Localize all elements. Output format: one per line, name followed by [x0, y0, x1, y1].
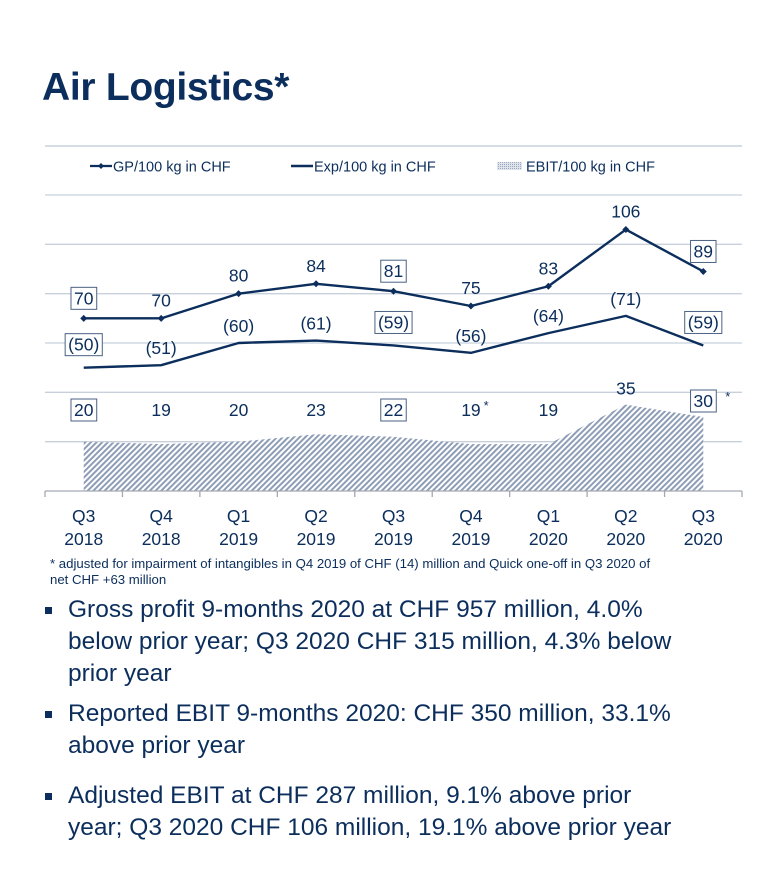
x-axis: Q3 2018 Q4 2018 Q1 2019 Q2 2019 Q3 2019 Q4 2019 Q1 20… [44, 490, 743, 549]
bullet-square-icon [45, 793, 52, 800]
x-tick-label-quarter: Q4 [459, 506, 483, 526]
x-tick-label-year: 2018 [142, 529, 181, 549]
data-label: 75 [461, 278, 480, 298]
x-tick-label-quarter: Q1 [227, 506, 250, 526]
data-label: 19 [151, 400, 170, 420]
bullet-line: below prior year; Q3 2020 CHF 315 millio… [68, 628, 672, 655]
data-label: 70 [74, 288, 94, 308]
x-tick-label-quarter: Q3 [72, 506, 95, 526]
x-tick-label-year: 2018 [64, 529, 103, 549]
gp-point-marker [312, 280, 320, 288]
bullet-reported-ebit: Reported EBIT 9-months 2020: CHF 350 mil… [42, 698, 742, 762]
data-label: 106 [611, 202, 640, 222]
bullet-adjusted-ebit: Adjusted EBIT at CHF 287 million, 9.1% a… [42, 780, 742, 844]
x-tick-label-year: 2019 [451, 529, 490, 549]
data-label: (51) [146, 338, 177, 358]
data-label-box [684, 310, 723, 334]
legend-gp-label: GP/100 kg in CHF [113, 160, 231, 176]
legend-ebit-label: EBIT/100 kg in CHF [526, 160, 655, 176]
data-label: (59) [688, 312, 719, 332]
ebit-area-series [83, 404, 704, 491]
legend-item-gp: GP/100 kg in CHF [90, 160, 231, 176]
data-labels: 70 70 80 84 81 75 83 106 89 (50) (51) (60) (61) (59) (… [64, 202, 730, 422]
gp-point-marker [80, 314, 88, 322]
bullet-square-icon [45, 711, 52, 718]
data-label-box [70, 286, 98, 310]
gp-point-marker [157, 314, 165, 322]
air-logistics-chart: GP/100 kg in CHF Exp/100 kg in CHF EBIT/… [44, 145, 743, 549]
data-label: (71) [610, 289, 641, 309]
data-label-box [690, 239, 717, 263]
legend-exp-label: Exp/100 kg in CHF [314, 160, 436, 176]
x-tick-label-year: 2019 [374, 529, 413, 549]
data-label-box [64, 333, 103, 357]
data-label: 20 [229, 400, 249, 420]
gp-point-marker [622, 226, 630, 234]
footnote-line-2: net CHF +63 million [50, 572, 167, 587]
data-label: 81 [384, 261, 403, 281]
bullet-line: Gross profit 9-months 2020 at CHF 957 mi… [68, 596, 643, 623]
gp-point-marker [544, 282, 552, 290]
asterisk-mark: * [484, 398, 489, 413]
x-tick-label-quarter: Q2 [614, 506, 637, 526]
x-tick-label-year: 2019 [297, 529, 336, 549]
data-label: 35 [616, 379, 635, 399]
data-label: (59) [378, 312, 409, 332]
bullet-line: year; Q3 2020 CHF 106 million, 19.1% abo… [68, 814, 672, 841]
data-label: 30 [694, 391, 714, 411]
gp-point-marker [390, 287, 397, 295]
bullet-gross-profit: Gross profit 9-months 2020 at CHF 957 mi… [42, 594, 742, 690]
data-label: 20 [74, 400, 94, 420]
gp-point-marker [699, 267, 707, 275]
data-label: 19 [461, 400, 480, 420]
data-label: 89 [694, 241, 713, 261]
x-tick-label-quarter: Q4 [149, 506, 173, 526]
bullet-line: prior year [68, 660, 172, 687]
line-series [80, 226, 707, 369]
data-label-box [380, 398, 407, 422]
bullet-line: Reported EBIT 9-months 2020: CHF 350 mil… [68, 700, 671, 727]
gp-point-marker [235, 290, 243, 298]
data-label: (56) [455, 326, 486, 346]
data-label: 19 [539, 400, 558, 420]
x-tick-label-quarter: Q3 [692, 506, 715, 526]
bullet-line: Adjusted EBIT at CHF 287 million, 9.1% a… [68, 782, 632, 809]
x-tick-label-year: 2020 [684, 529, 723, 549]
bullet-line: above prior year [68, 732, 246, 759]
x-tick-label-year: 2020 [529, 529, 568, 549]
bullet-square-icon [45, 607, 52, 614]
data-label: 23 [306, 400, 325, 420]
legend-ebit-swatch [497, 162, 522, 170]
x-tick-label-year: 2020 [606, 529, 645, 549]
footnote-line-1: * adjusted for impairment of intangibles… [50, 556, 651, 571]
data-label: 83 [539, 258, 558, 278]
data-label: 84 [306, 256, 326, 276]
x-tick-label-year: 2019 [219, 529, 258, 549]
legend-gp-marker [98, 163, 104, 169]
data-label: 22 [384, 400, 403, 420]
x-tick-label-quarter: Q2 [304, 506, 327, 526]
key-points-list: Gross profit 9-months 2020 at CHF 957 mi… [42, 594, 742, 844]
chart-legend: GP/100 kg in CHF Exp/100 kg in CHF EBIT/… [45, 145, 742, 176]
data-label-box [374, 310, 413, 334]
data-label-box [690, 389, 717, 413]
x-tick-label-quarter: Q1 [537, 506, 560, 526]
data-label: (50) [68, 335, 99, 355]
exp-line [83, 314, 704, 369]
footnote: * adjusted for impairment of intangibles… [50, 556, 750, 588]
legend-item-ebit: EBIT/100 kg in CHF [497, 160, 655, 176]
page-title: Air Logistics* [42, 66, 290, 109]
asterisk-mark: * [725, 389, 730, 404]
data-label: 80 [229, 266, 249, 286]
data-label: (64) [533, 306, 564, 326]
legend-item-exp: Exp/100 kg in CHF [291, 160, 436, 176]
data-label: (61) [300, 314, 331, 334]
x-tick-label-quarter: Q3 [382, 506, 405, 526]
gp-point-marker [467, 302, 475, 310]
data-label: 70 [151, 290, 171, 310]
ebit-area [83, 404, 704, 491]
data-label-box [380, 259, 407, 283]
data-label-box [70, 398, 98, 422]
data-label: (60) [223, 316, 254, 336]
